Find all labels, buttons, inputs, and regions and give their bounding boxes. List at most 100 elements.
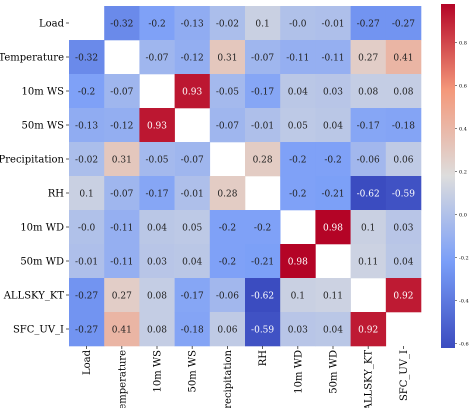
heatmap-cell bbox=[104, 6, 140, 41]
cell-value-label: -0.27 bbox=[392, 20, 415, 30]
cell-value-label: -0.27 bbox=[75, 326, 98, 336]
cell-value-label: -0.2 bbox=[289, 190, 306, 200]
cell-value-label: -0.11 bbox=[110, 224, 133, 234]
cell-value-label: 0.27 bbox=[358, 54, 378, 64]
heatmap-cell bbox=[350, 40, 387, 75]
heatmap-cell bbox=[104, 210, 140, 245]
cell-value-label: 0.27 bbox=[112, 292, 132, 302]
heatmap-cell bbox=[245, 278, 281, 313]
heatmap-cell bbox=[245, 142, 281, 177]
heatmap-cell bbox=[139, 210, 175, 245]
heatmap-cell bbox=[104, 142, 140, 177]
heatmap-cell bbox=[280, 6, 316, 41]
cell-value-label: -0.11 bbox=[110, 258, 133, 268]
cell-value-label: -0.18 bbox=[181, 326, 204, 336]
cell-value-label: 0.31 bbox=[112, 156, 132, 166]
heatmap-cell bbox=[350, 244, 387, 279]
heatmap-cell bbox=[139, 278, 175, 313]
cell-value-label: -0.62 bbox=[251, 292, 274, 302]
heatmap-cell bbox=[245, 74, 281, 109]
heatmap-cell bbox=[315, 6, 351, 41]
y-tick-label: ALLSKY_KT bbox=[3, 291, 65, 302]
heatmap-cell bbox=[315, 108, 351, 143]
cell-value-label: 0.06 bbox=[393, 156, 413, 166]
heatmap-cells: -0.32 -0.2 -0.13 -0.02 0.1 -0.0 -0.01 -0.27 -0.2… bbox=[69, 6, 422, 347]
heatmap-cell bbox=[280, 244, 316, 279]
cell-value-label: 0.06 bbox=[217, 326, 237, 336]
heatmap-cell bbox=[209, 244, 246, 279]
cell-value-label: -0.07 bbox=[110, 190, 133, 200]
cell-value-label: -0.32 bbox=[110, 20, 133, 30]
cell-value-label: -0.2 bbox=[289, 156, 306, 166]
y-tick-label: RH bbox=[48, 189, 65, 200]
heatmap-cell bbox=[385, 108, 422, 143]
cell-value-label: -0.07 bbox=[145, 54, 168, 64]
heatmap-cell bbox=[104, 74, 140, 109]
x-tick-label: SFC_UV_I bbox=[399, 350, 410, 401]
cell-value-label: 0.03 bbox=[393, 224, 413, 234]
cell-value-label: 0.92 bbox=[393, 292, 413, 302]
y-tick-label: 50m WS bbox=[21, 121, 64, 132]
colorbar-gradient bbox=[441, 4, 455, 348]
heatmap-cell bbox=[139, 176, 175, 211]
heatmap-cell bbox=[385, 244, 422, 279]
heatmap-cell bbox=[139, 6, 175, 41]
colorbar-tick-label: 0.2 bbox=[459, 170, 467, 176]
heatmap-cell bbox=[104, 312, 140, 347]
heatmap-cell bbox=[385, 40, 422, 75]
heatmap-cell bbox=[350, 6, 387, 41]
heatmap-cell bbox=[174, 210, 211, 245]
cell-value-label: -0.2 bbox=[219, 224, 236, 234]
heatmap-cell bbox=[174, 278, 211, 313]
cell-value-label: 0.05 bbox=[288, 122, 308, 132]
cell-value-label: -0.2 bbox=[254, 224, 271, 234]
heatmap-cell bbox=[69, 74, 105, 109]
cell-value-label: -0.2 bbox=[219, 258, 236, 268]
y-tick-label: Precipitation bbox=[0, 155, 65, 166]
cell-value-label: -0.17 bbox=[145, 190, 168, 200]
cell-value-label: 0.08 bbox=[393, 88, 413, 98]
x-tick-label: 50m WS bbox=[188, 350, 199, 393]
heatmap-cell bbox=[280, 40, 316, 75]
cell-value-label: 0.41 bbox=[393, 54, 413, 64]
heatmap-cell bbox=[315, 40, 351, 75]
heatmap-cell bbox=[315, 312, 351, 347]
cell-value-label: 0.98 bbox=[288, 258, 308, 268]
heatmap-cell bbox=[174, 142, 211, 177]
cell-value-label: -0.07 bbox=[181, 156, 204, 166]
x-axis-labels: Load Temperature 10m WS 50m WS Precipitation… bbox=[82, 346, 410, 408]
heatmap-cell bbox=[280, 108, 316, 143]
heatmap-cell bbox=[350, 176, 387, 211]
cell-value-label: -0.11 bbox=[286, 54, 309, 64]
heatmap-cell bbox=[174, 312, 211, 347]
cell-value-label: -0.2 bbox=[324, 156, 341, 166]
heatmap-cell bbox=[385, 210, 422, 245]
colorbar-tick-label: -0.6 bbox=[459, 342, 469, 348]
cell-value-label: -0.12 bbox=[181, 54, 204, 64]
cell-value-label: -0.21 bbox=[251, 258, 274, 268]
heatmap-cell bbox=[104, 108, 140, 143]
heatmap-cell bbox=[69, 176, 105, 211]
cell-value-label: 0.93 bbox=[147, 122, 167, 132]
cell-value-label: 0.28 bbox=[217, 190, 237, 200]
heatmap-cell bbox=[174, 40, 211, 75]
heatmap-cell bbox=[280, 176, 316, 211]
cell-value-label: -0.62 bbox=[357, 190, 380, 200]
cell-value-label: -0.01 bbox=[181, 190, 204, 200]
x-tick-label: Precipitation bbox=[223, 349, 234, 408]
cell-value-label: 0.1 bbox=[291, 292, 305, 302]
heatmap-cell bbox=[350, 108, 387, 143]
cell-value-label: -0.0 bbox=[289, 20, 307, 30]
heatmap-cell bbox=[209, 6, 246, 41]
cell-value-label: -0.17 bbox=[181, 292, 204, 302]
heatmap-cell bbox=[69, 210, 105, 245]
cell-value-label: 0.04 bbox=[182, 258, 202, 268]
cell-value-label: -0.07 bbox=[110, 88, 133, 98]
heatmap-cell bbox=[69, 244, 105, 279]
heatmap-cell bbox=[139, 108, 175, 143]
heatmap-cell bbox=[315, 74, 351, 109]
cell-value-label: 0.11 bbox=[358, 258, 378, 268]
cell-value-label: 0.03 bbox=[288, 326, 308, 336]
x-tick-label: RH bbox=[258, 350, 269, 367]
